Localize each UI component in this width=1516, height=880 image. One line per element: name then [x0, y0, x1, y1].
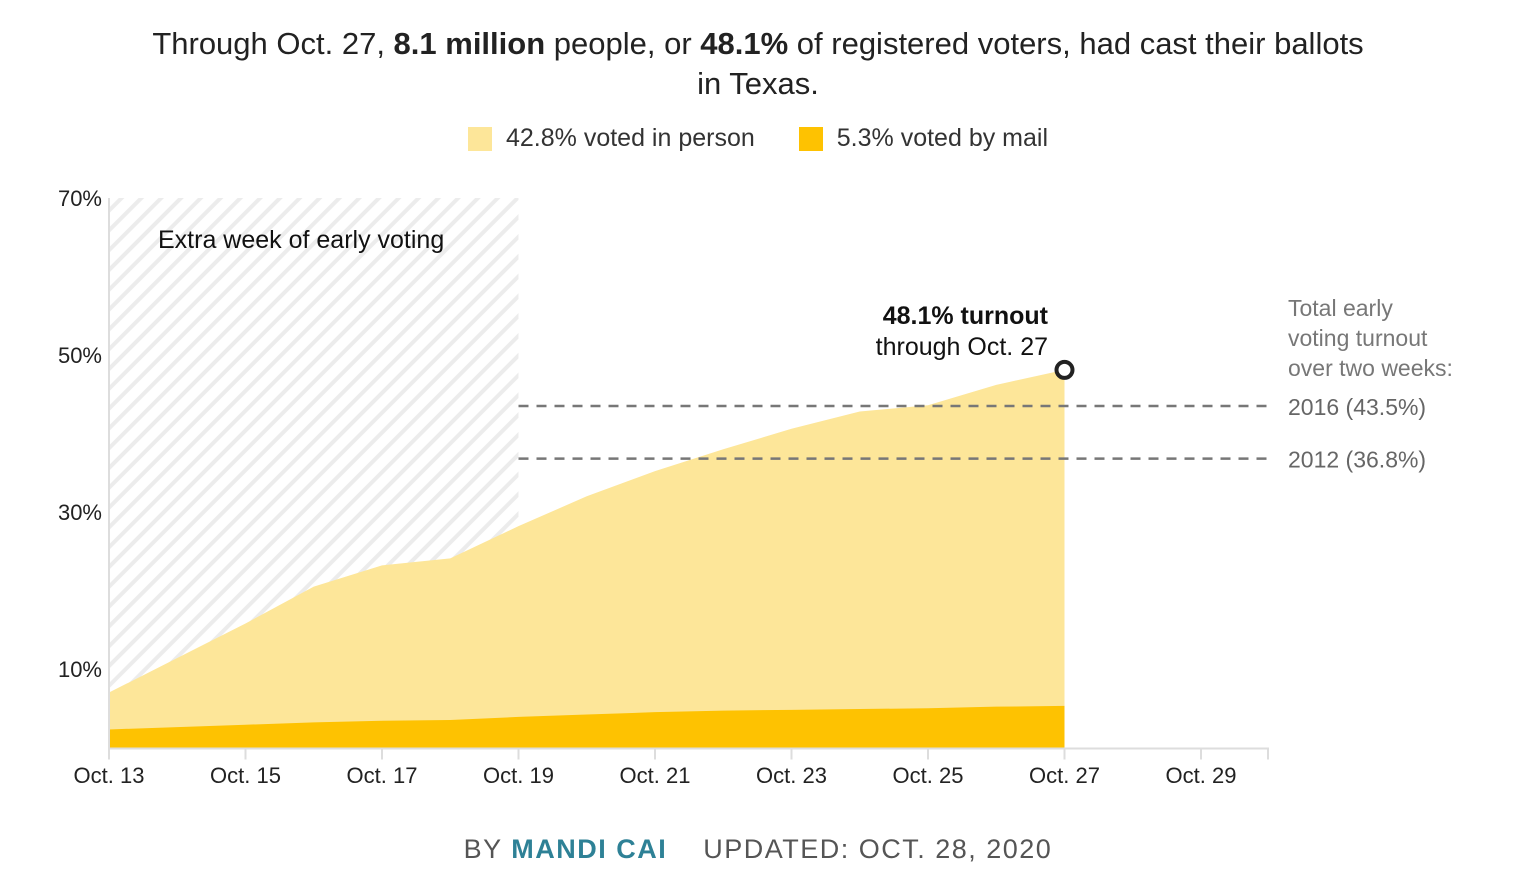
x-tick-label: Oct. 15: [210, 763, 281, 788]
title-text: people, or: [545, 26, 701, 61]
y-tick-label: 10%: [58, 657, 102, 682]
x-tick-label: Oct. 21: [620, 763, 691, 788]
reference-label: 2012 (36.8%): [1288, 447, 1426, 473]
x-tick-label: Oct. 17: [347, 763, 418, 788]
extra-week-label: Extra week of early voting: [158, 226, 444, 254]
x-tick-label: Oct. 23: [756, 763, 827, 788]
legend-label: 5.3% voted by mail: [836, 124, 1048, 152]
y-tick-label: 70%: [58, 186, 102, 211]
reference-heading: Total early: [1288, 295, 1393, 321]
byline: BY MANDI CAI UPDATED: OCT. 28, 2020: [0, 834, 1516, 865]
title-line-2: in Texas.: [697, 66, 819, 101]
y-tick-label: 50%: [58, 343, 102, 368]
byline-prefix: BY: [463, 834, 512, 864]
annotation-bold: 48.1% turnout: [883, 302, 1049, 330]
chart-title: Through Oct. 27, 8.1 million people, or …: [0, 24, 1516, 104]
reference-heading: over two weeks:: [1288, 355, 1453, 381]
title-people-count: 8.1 million: [393, 26, 546, 61]
legend-swatch-mail: [798, 126, 823, 151]
area-mail: [109, 705, 1065, 748]
x-tick-label: Oct. 29: [1166, 763, 1237, 788]
updated-date: UPDATED: OCT. 28, 2020: [703, 834, 1053, 864]
title-text: Through Oct. 27,: [152, 26, 394, 61]
title-line-1: Through Oct. 27, 8.1 million people, or …: [0, 24, 1516, 64]
reference-heading: voting turnout: [1288, 325, 1428, 351]
x-tick-label: Oct. 13: [74, 763, 145, 788]
x-tick-label: Oct. 19: [483, 763, 554, 788]
y-tick-label: 30%: [58, 500, 102, 525]
legend-item-mail: 5.3% voted by mail: [798, 124, 1048, 153]
annotation-text: through Oct. 27: [876, 333, 1048, 361]
author-link[interactable]: MANDI CAI: [511, 834, 668, 864]
legend-swatch-in-person: [468, 126, 492, 151]
legend-item-in-person: 42.8% voted in person: [468, 124, 755, 153]
title-percent: 48.1%: [700, 26, 789, 61]
area-in-person: [109, 369, 1065, 748]
legend-label: 42.8% voted in person: [506, 124, 755, 152]
title-text: of registered voters, had cast their bal…: [788, 26, 1364, 61]
turnout-marker: [1054, 359, 1075, 380]
x-tick-label: Oct. 27: [1029, 763, 1100, 788]
legend: 42.8% voted in person 5.3% voted by mail: [0, 124, 1516, 153]
x-tick-label: Oct. 25: [893, 763, 964, 788]
reference-label: 2016 (43.5%): [1288, 394, 1426, 420]
